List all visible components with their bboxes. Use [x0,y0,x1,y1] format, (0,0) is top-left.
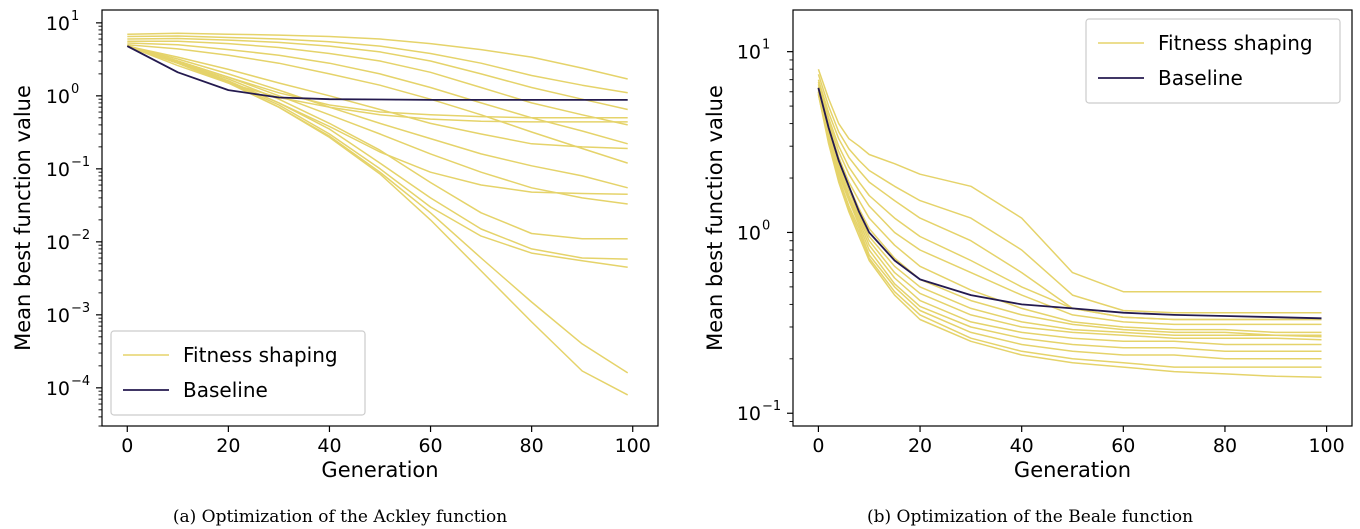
fitness-shaping-line-2 [817,74,1322,314]
x-tick-label: 60 [1111,435,1135,457]
y-axis-label: Mean best function value [11,85,35,351]
fitness-shaping-line-16 [127,45,629,374]
x-tick-label: 40 [1010,435,1034,457]
x-tick-label: 80 [520,435,544,457]
fitness-shaping-line-2 [127,35,628,94]
fitness-shaping-line-17 [127,45,629,396]
y-axis-label: Mean best function value [703,85,727,351]
x-tick-label: 20 [216,435,240,457]
fitness-shaping-line-3 [127,37,628,111]
x-axis-label: Generation [1014,458,1131,482]
fitness-shaping-line-1 [817,68,1322,293]
fitness-shaping-line-4 [817,81,1322,321]
fitness-shaping-line-9 [817,90,1322,341]
fitness-shaping-line-14 [817,94,1322,379]
fitness-shaping-line-7 [817,87,1322,337]
y-tick-label: 10 [737,222,761,244]
y-tick-label: 10 [46,378,70,400]
legend: Fitness shaping Baseline [1085,18,1341,104]
baseline-line [817,87,1322,320]
legend-box [110,330,366,416]
y-tick-label: 10 [737,403,761,425]
baseline-line [126,45,628,101]
y-tick-exponent: −1 [71,155,90,170]
fitness-shaping-line-10 [817,91,1322,346]
y-tick-exponent: −2 [71,228,90,243]
plot-frame [792,9,1353,427]
x-tick-label: 20 [908,435,932,457]
x-tick-label: 80 [1213,435,1237,457]
y-tick-label: 10 [46,232,70,254]
legend-label: Baseline [183,378,268,402]
legend-box [1085,18,1341,104]
y-tick-exponent: −4 [71,374,90,389]
fitness-shaping-line-11 [127,45,628,205]
x-axis-label: Generation [321,458,438,482]
plot-frame [101,9,659,427]
fitness-shaping-line-10 [127,45,628,189]
y-tick-label: 10 [46,13,70,35]
x-tick-label: 0 [812,435,824,457]
y-tick-exponent: 0 [762,218,770,233]
y-tick-exponent: 0 [71,82,79,97]
fitness-shaping-line-13 [127,45,628,240]
fitness-shaping-line-6 [127,44,628,164]
y-tick-exponent: 1 [762,38,770,53]
y-tick-exponent: −3 [71,301,90,316]
caption-beale: (b) Optimization of the Beale function [867,507,1193,527]
legend-label: Baseline [1158,66,1243,90]
series-lines [126,32,629,396]
fitness-shaping-line-13 [817,94,1322,368]
fitness-shaping-line-5 [817,84,1322,326]
caption-ackley: (a) Optimization of the Ackley function [173,507,507,527]
legend-label: Fitness shaping [1158,31,1313,55]
y-tick-exponent: −1 [762,399,781,414]
series-lines [817,68,1322,379]
x-tick-label: 100 [1308,435,1344,457]
y-tick-label: 10 [737,42,761,64]
legend-label: Fitness shaping [183,343,338,367]
fitness-shaping-line-8 [817,89,1322,338]
fitness-shaping-line-6 [817,86,1322,334]
fitness-shaping-line-14 [127,45,628,260]
x-tick-label: 0 [121,435,133,457]
y-tick-exponent: 1 [71,9,79,24]
fitness-shaping-line-1 [127,32,628,80]
fitness-shaping-line-9 [127,45,628,150]
x-tick-label: 100 [615,435,651,457]
legend: Fitness shaping Baseline [110,330,366,416]
y-tick-label: 10 [46,159,70,181]
x-tick-label: 60 [418,435,442,457]
y-tick-label: 10 [46,86,70,108]
y-tick-label: 10 [46,305,70,327]
fitness-shaping-line-4 [127,40,628,126]
fitness-shaping-line-11 [817,91,1322,353]
x-tick-label: 40 [317,435,341,457]
fitness-shaping-line-5 [127,42,628,145]
